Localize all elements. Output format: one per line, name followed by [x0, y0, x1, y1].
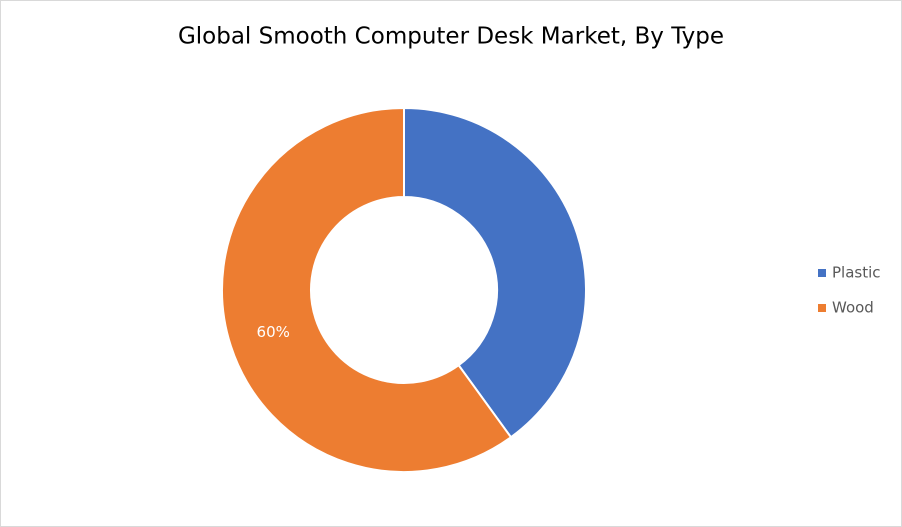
legend-label: Plastic [832, 264, 881, 282]
legend-swatch [818, 304, 826, 312]
legend-swatch [818, 269, 826, 277]
legend-label: Wood [832, 299, 874, 317]
value-label: 60% [257, 323, 290, 341]
donut-slice [221, 106, 513, 473]
donut-slice [403, 106, 587, 439]
chart-title: Global Smooth Computer Desk Market, By T… [178, 24, 724, 50]
